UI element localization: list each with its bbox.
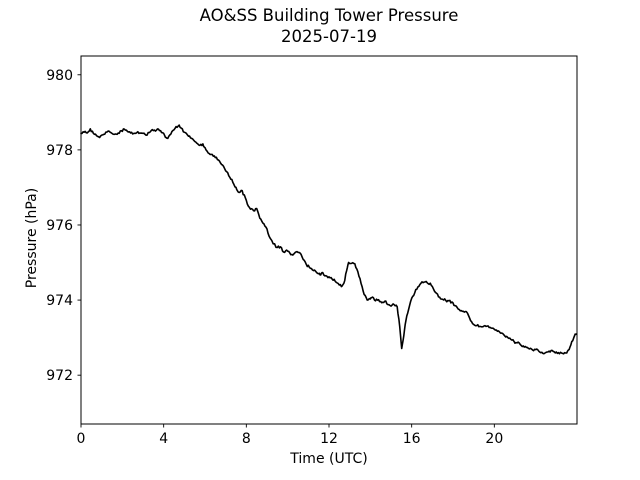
y-tick-label: 980 (46, 68, 73, 84)
x-tick-label: 12 (320, 431, 338, 447)
y-tick-label: 976 (46, 218, 73, 234)
y-tick-label: 978 (46, 143, 73, 159)
chart-title: AO&SS Building Tower Pressure (199, 6, 459, 25)
x-tick-label: 20 (485, 431, 503, 447)
y-tick-label: 974 (46, 293, 73, 309)
pressure-line (80, 124, 578, 355)
x-tick-label: 16 (403, 431, 421, 447)
axes-frame (80, 55, 578, 425)
chart-subtitle: 2025-07-19 (281, 27, 377, 46)
x-tick-label: 4 (159, 431, 168, 447)
x-tick-label: 0 (77, 431, 86, 447)
x-axis-label: Time (UTC) (290, 451, 368, 467)
chart-title-block: AO&SS Building Tower Pressure 2025-07-19 (81, 5, 577, 47)
y-tick-label: 972 (46, 368, 73, 384)
y-axis-label: Pressure (hPa) (24, 187, 40, 289)
x-tick-label: 8 (242, 431, 251, 447)
